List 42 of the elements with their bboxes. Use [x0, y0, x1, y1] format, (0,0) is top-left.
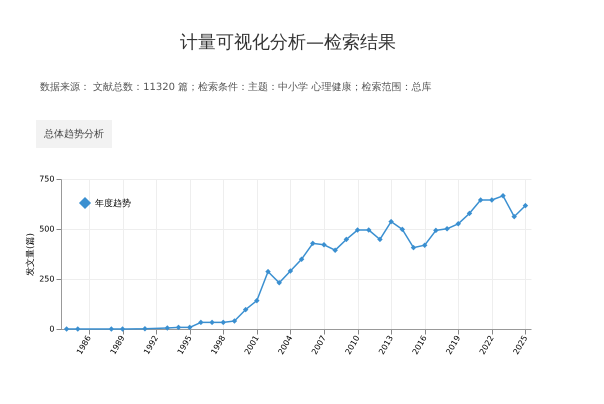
point	[500, 193, 506, 199]
point	[265, 268, 271, 274]
y-tick-label: 250	[39, 274, 54, 284]
point	[478, 197, 484, 203]
point	[410, 244, 416, 250]
point	[377, 236, 383, 242]
point	[176, 324, 182, 330]
point	[220, 320, 226, 326]
point	[489, 197, 495, 203]
point	[354, 227, 360, 233]
point	[298, 256, 304, 262]
y-tick-label: 0	[49, 324, 54, 334]
point	[522, 202, 528, 208]
point	[198, 320, 204, 326]
point	[366, 227, 372, 233]
point	[310, 240, 316, 246]
point	[64, 326, 70, 332]
point	[254, 298, 260, 304]
point	[120, 326, 126, 332]
legend-label: 年度趋势	[95, 198, 131, 209]
point	[321, 242, 327, 248]
point	[400, 226, 406, 232]
point	[433, 228, 439, 234]
point	[332, 247, 338, 253]
y-tick-label: 500	[39, 224, 54, 234]
point	[466, 210, 472, 216]
chart-title: 计量可视化分析—检索结果	[180, 31, 396, 54]
point	[344, 236, 350, 242]
point	[456, 221, 461, 227]
point	[422, 242, 428, 248]
point	[232, 318, 238, 324]
point	[209, 320, 215, 326]
text: 总体趋势分析	[36, 120, 112, 148]
point	[288, 268, 294, 274]
point	[242, 306, 248, 312]
point	[276, 280, 282, 286]
point	[444, 226, 450, 232]
point	[388, 218, 394, 224]
y-axis-title: 发文量(篇)	[25, 232, 36, 276]
point	[511, 214, 517, 220]
chart-subtitle: 数据来源： 文献总数：11320 篇；检索条件：主题：中小学 心理健康；检索范围：总库	[40, 80, 432, 94]
y-tick-label: 750	[39, 174, 54, 184]
